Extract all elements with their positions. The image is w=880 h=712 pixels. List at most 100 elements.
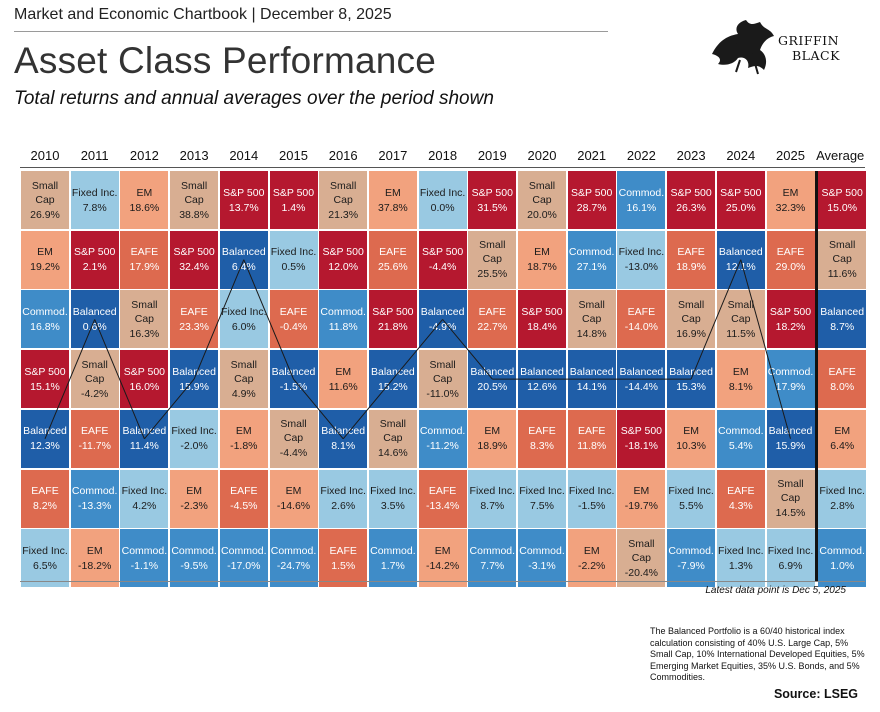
asset-cell: Fixed Inc. 0.5%: [269, 230, 318, 289]
column-header: 2014: [229, 148, 259, 163]
asset-name: Commod.: [171, 544, 217, 557]
asset-return: 25.0%: [725, 201, 756, 214]
asset-name: Small Cap: [31, 179, 59, 206]
asset-name: Balanced: [370, 365, 415, 378]
asset-cell: EM -1.8%: [219, 409, 268, 468]
asset-cell: EAFE 17.9%: [120, 230, 169, 289]
asset-cell: EAFE 25.6%: [368, 230, 417, 289]
asset-return: -1.5%: [577, 500, 606, 512]
asset-return: 6.9%: [778, 559, 803, 572]
column-header: 2023: [676, 148, 706, 163]
asset-return: 14.1%: [576, 380, 607, 393]
asset-name: Commod.: [22, 305, 68, 318]
asset-return: 4.3%: [728, 500, 753, 512]
asset-return: -14.6%: [276, 500, 311, 512]
column-header: 2016: [328, 148, 358, 163]
asset-return: 26.9%: [30, 208, 60, 221]
asset-name: EM: [484, 425, 501, 438]
asset-cell: Commod. -1.1%: [120, 529, 169, 588]
asset-name: EAFE: [279, 305, 308, 318]
asset-name: S&P 500: [223, 186, 265, 199]
asset-return: 15.0%: [827, 201, 858, 214]
asset-name: Small Cap: [330, 179, 357, 206]
asset-name: S&P 500: [173, 246, 215, 259]
asset-name: S&P 500: [720, 186, 762, 199]
asset-name: EAFE: [428, 485, 457, 497]
asset-name: EAFE: [828, 365, 856, 378]
asset-name: Commod.: [718, 425, 764, 438]
asset-return: -18.2%: [78, 559, 112, 572]
asset-return: 15.1%: [30, 380, 60, 393]
asset-return: 1.7%: [380, 559, 405, 572]
column-header: 2015: [279, 148, 308, 163]
asset-name: Commod.: [419, 425, 466, 438]
asset-cell: S&P 500 16.0%: [120, 350, 169, 409]
asset-cell: EM 18.6%: [120, 171, 169, 229]
asset-name: Balanced: [569, 365, 614, 378]
asset-name: EAFE: [31, 485, 59, 497]
asset-name: EM: [683, 425, 699, 438]
asset-name: Small Cap: [429, 358, 456, 385]
asset-name: S&P 500: [471, 186, 513, 199]
asset-name: Balanced: [669, 365, 713, 378]
asset-name: Balanced: [470, 365, 515, 378]
asset-cell: EM -14.2%: [418, 529, 467, 588]
asset-name: Small Cap: [578, 298, 605, 325]
asset-cell: Balanced -14.4%: [617, 350, 666, 409]
column-header: Average: [816, 148, 865, 163]
asset-return: -0.4%: [279, 320, 308, 333]
asset-name: EM: [534, 246, 550, 259]
asset-name: EM: [633, 485, 650, 497]
average-column-divider: [815, 171, 818, 581]
asset-return: 3.5%: [380, 500, 405, 512]
asset-name: EM: [834, 425, 851, 438]
asset-cell: EAFE 23.3%: [170, 290, 219, 349]
asset-cell: EAFE -4.5%: [219, 469, 268, 528]
asset-cell: Fixed Inc. 6.0%: [219, 290, 268, 349]
asset-return: 8.0%: [830, 380, 855, 393]
column-header: 2012: [129, 148, 159, 163]
page-subtitle: Total returns and annual averages over t…: [14, 88, 494, 109]
asset-return: 37.8%: [378, 201, 408, 214]
asset-name: EAFE: [180, 305, 208, 318]
asset-cell: Balanced 15.2%: [368, 350, 417, 409]
asset-return: 16.3%: [129, 327, 160, 340]
asset-name: EAFE: [329, 544, 357, 557]
asset-return: 19.2%: [30, 261, 60, 274]
asset-cell: S&P 500 31.5%: [468, 171, 517, 229]
asset-cell: EAFE -0.4%: [269, 290, 318, 349]
asset-name: EAFE: [727, 485, 755, 497]
asset-cell: S&P 500 26.3%: [667, 171, 716, 229]
asset-name: Fixed Inc.: [718, 544, 764, 557]
asset-cell: Fixed Inc. 1.3%: [716, 529, 765, 588]
asset-cell: EAFE 8.2%: [21, 469, 69, 528]
asset-return: 6.4%: [231, 261, 256, 274]
asset-return: 32.3%: [775, 201, 806, 214]
asset-return: -2.2%: [577, 559, 606, 572]
asset-cell: S&P 500 2.1%: [70, 230, 119, 289]
asset-return: 10.3%: [676, 440, 706, 453]
asset-cell: Balanced 20.5%: [468, 350, 517, 409]
asset-return: -13.3%: [78, 500, 112, 512]
asset-cell: Small Cap 11.5%: [716, 290, 765, 349]
asset-name: Fixed Inc.: [22, 544, 68, 557]
asset-name: Fixed Inc.: [71, 186, 118, 199]
asset-cell: EM 8.1%: [716, 350, 765, 409]
asset-return: 13.7%: [228, 201, 259, 214]
asset-cell: EAFE 8.0%: [818, 350, 867, 409]
asset-name: EAFE: [130, 246, 159, 259]
asset-cell: Commod. 17.9%: [766, 350, 815, 409]
asset-name: S&P 500: [74, 246, 116, 259]
asset-name: Commod.: [320, 305, 366, 318]
asset-cell: Balanced 14.1%: [567, 350, 616, 409]
asset-name: EM: [583, 544, 600, 557]
source-label: Source: LSEG: [773, 687, 858, 701]
asset-cell: Small Cap 21.3%: [319, 171, 368, 229]
asset-cell: Commod. -9.5%: [170, 529, 219, 588]
asset-name: EAFE: [379, 246, 407, 259]
asset-cell: S&P 500 13.7%: [219, 171, 268, 229]
asset-return: 6.4%: [830, 440, 855, 453]
asset-cell: Fixed Inc. 8.7%: [468, 469, 517, 528]
asset-return: 15.9%: [179, 380, 209, 393]
asset-return: 21.8%: [378, 320, 408, 333]
